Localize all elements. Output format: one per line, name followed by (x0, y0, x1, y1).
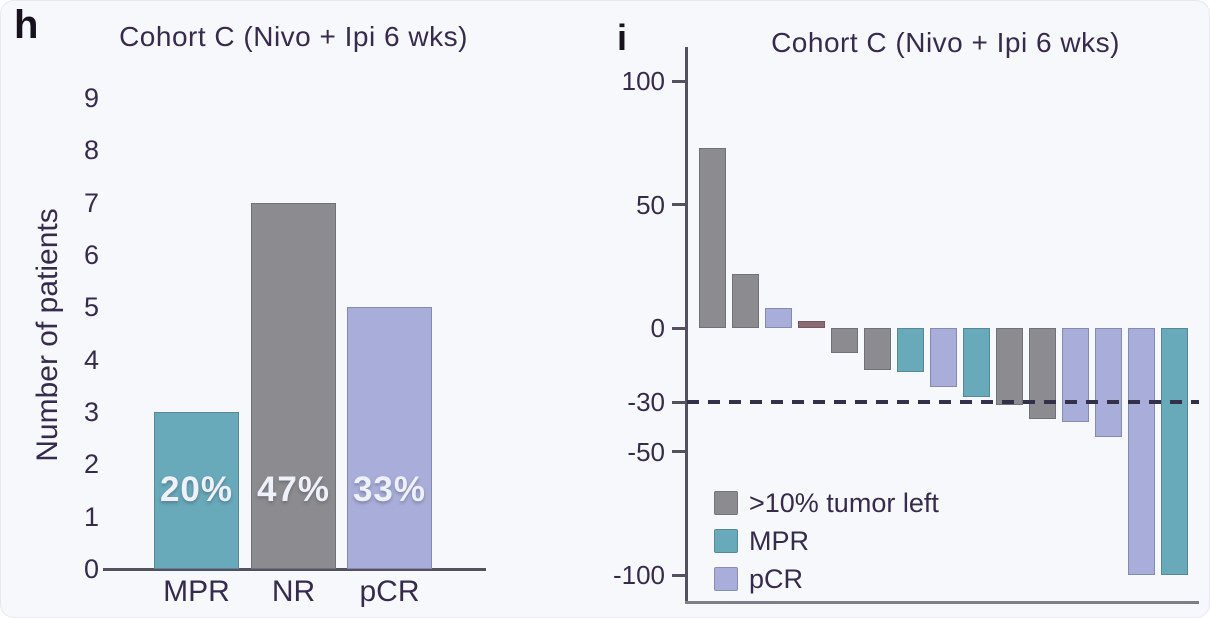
legend-swatch-pcr (714, 567, 738, 591)
panel-h-xtick-nr: NR (271, 575, 316, 608)
panel-h-ytick-7: 7 (83, 187, 99, 218)
panel-i-tickmark--100 (672, 573, 686, 577)
dashed-threshold-line (687, 400, 1199, 405)
panel-h-xtick-pcr: pCR (359, 575, 420, 608)
bar-mpr: 20% (154, 412, 239, 569)
bar-pcr: 33% (347, 307, 432, 569)
legend-label-pcr: pCR (749, 564, 804, 594)
waterfall-bar-10 (996, 328, 1023, 405)
panel-h-ytick-6: 6 (83, 240, 99, 271)
panel-i-y-axis-line (685, 47, 688, 604)
waterfall-bar-8 (930, 328, 957, 388)
bar-percent-label: 47% (256, 469, 331, 509)
waterfall-bar-7 (897, 328, 924, 373)
panel-h-title: Cohort C (Nivo + Ipi 6 wks) (119, 21, 468, 52)
panel-h-ytick-9: 9 (83, 83, 99, 114)
bar-percent-label: 33% (352, 469, 427, 509)
panel-i-tickmark-100 (672, 79, 686, 83)
waterfall-bar-13 (1095, 328, 1122, 437)
legend-label--10-tumor-left: >10% tumor left (749, 488, 939, 518)
panel-h-xtick-mpr: MPR (163, 575, 230, 608)
panel-h-ytick-0: 0 (83, 554, 99, 584)
waterfall-bar-2 (732, 273, 759, 328)
panel-h-x-axis-line (103, 568, 486, 571)
waterfall-bar-11 (1029, 328, 1056, 420)
waterfall-bar-15 (1161, 328, 1188, 575)
waterfall-bar-6 (864, 328, 891, 370)
panel-h-ytick-5: 5 (83, 292, 99, 323)
waterfall-bar-4 (798, 320, 825, 328)
legend-swatch--10-tumor-left (714, 491, 738, 515)
legend-label-mpr: MPR (749, 526, 809, 556)
panel-i-letter: i (617, 17, 628, 58)
panel-h-ytick-1: 1 (83, 501, 99, 532)
panel-i-ytick-0: 0 (650, 313, 665, 343)
panel-h-letter: h (14, 3, 39, 47)
panel-i-tickmark--50 (672, 450, 686, 453)
waterfall-bar-14 (1128, 328, 1155, 575)
panel-h-ytick-2: 2 (83, 449, 99, 480)
bar-percent-label: 20% (159, 469, 234, 509)
panel-h-ytick-3: 3 (83, 397, 99, 427)
panel-i-ytick-100: 100 (621, 66, 665, 96)
waterfall-bar-9 (963, 328, 990, 398)
legend-swatch-mpr (714, 529, 738, 553)
panel-h-ytick-8: 8 (83, 135, 99, 166)
panel-i-bottom-spine (685, 601, 1199, 604)
panel-i-tickmark-50 (672, 203, 686, 206)
panel-i-ytick--100: -100 (612, 560, 665, 590)
panel-i-tickmark-0 (672, 326, 686, 330)
panel-i-ytick--50: -50 (627, 436, 665, 467)
panel-i-title: Cohort C (Nivo + Ipi 6 wks) (771, 27, 1120, 58)
waterfall-bar-5 (831, 328, 858, 353)
panel-i-ytick-50: 50 (636, 189, 665, 220)
waterfall-bar-1 (699, 147, 726, 328)
bar-nr: 47% (251, 202, 336, 569)
waterfall-bar-3 (765, 308, 792, 328)
panel-i-tickmark--30 (672, 400, 686, 404)
waterfall-bar-12 (1062, 328, 1089, 422)
panel-i-ytick--30: -30 (627, 387, 665, 418)
panel-h-ytick-4: 4 (83, 344, 99, 375)
